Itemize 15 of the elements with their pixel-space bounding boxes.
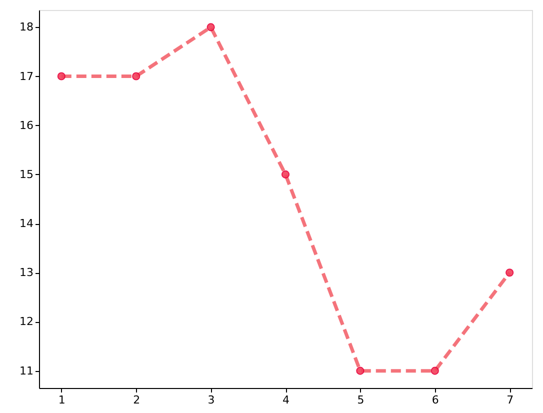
x-tick-label: 2 [133, 394, 140, 406]
y-tick-label: 17 [20, 70, 34, 83]
x-tick-label: 4 [282, 394, 290, 406]
x-tick-label: 6 [432, 394, 439, 406]
x-tick-label: 5 [357, 394, 364, 406]
y-tick-label: 15 [20, 168, 34, 181]
x-tick-label: 7 [506, 394, 514, 406]
y-tick-label: 12 [20, 315, 34, 328]
x-tick-label: 1 [58, 394, 66, 406]
y-tick-label: 11 [20, 364, 34, 378]
y-tick-label: 14 [20, 217, 34, 230]
y-tick-label: 16 [20, 118, 34, 132]
y-tick-label: 13 [20, 266, 34, 280]
x-tick-label: 3 [208, 394, 215, 406]
y-tick-label: 18 [20, 20, 34, 34]
